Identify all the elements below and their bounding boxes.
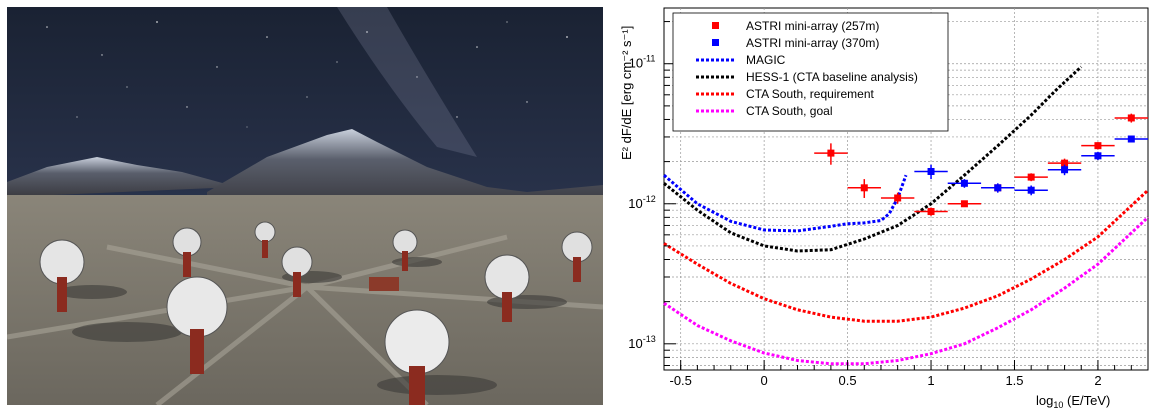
data-point	[947, 179, 982, 188]
x-tick-label: 2	[1094, 373, 1101, 388]
x-tick-label: 1	[927, 373, 934, 388]
data-point	[947, 200, 982, 208]
legend-label: ASTRI mini-array (370m)	[746, 36, 879, 50]
telescope-array-photo	[7, 7, 603, 405]
data-point	[1114, 113, 1148, 123]
curve-magic	[663, 174, 908, 233]
data-point	[1014, 185, 1048, 196]
x-tick-label: -0.5	[669, 373, 691, 388]
data-point	[914, 207, 948, 216]
legend-label: HESS-1 (CTA baseline analysis)	[746, 70, 918, 84]
legend-label: CTA South, requirement	[746, 87, 875, 101]
data-point	[981, 183, 1015, 193]
data-point	[1047, 164, 1082, 176]
legend-label: MAGIC	[746, 53, 786, 67]
legend-label: ASTRI mini-array (257m)	[746, 19, 879, 33]
data-points	[814, 113, 1148, 216]
legend-marker	[712, 22, 719, 29]
x-axis-ticks: -0.5 0 0.5 1 1.5 2	[663, 360, 1132, 388]
legend-label: CTA South, goal	[746, 104, 833, 118]
y-tick-label: 10-11	[629, 54, 656, 71]
x-tick-label: 0	[761, 373, 768, 388]
y-axis-ticks: 10-13 10-12 10-11	[628, 21, 676, 366]
x-tick-label: 1.5	[1005, 373, 1023, 388]
legend: ASTRI mini-array (257m) ASTRI mini-array …	[672, 12, 949, 132]
data-point	[1114, 135, 1148, 143]
y-tick-label: 10-12	[628, 194, 655, 211]
data-point	[1081, 142, 1115, 150]
legend-marker	[712, 39, 719, 46]
data-point	[914, 164, 948, 180]
data-point	[814, 143, 848, 165]
y-axis-label: E² dF/dE [erg cm⁻² s⁻¹]	[619, 26, 634, 160]
data-point	[847, 179, 881, 198]
data-point	[880, 192, 915, 204]
sensitivity-curves	[663, 65, 1150, 366]
data-point	[1081, 151, 1115, 161]
y-tick-label: 10-13	[628, 334, 655, 351]
sed-chart: -0.5 0 0.5 1 1.5 2 10-13 10-12 10-11 ASTRI mini…	[619, 7, 1150, 410]
data-point	[1014, 173, 1048, 182]
x-axis-label: log10 (E/TeV)	[1036, 393, 1110, 410]
curve-cta-south-goal	[663, 216, 1150, 366]
curve-cta-south-requirement	[663, 189, 1150, 323]
x-tick-label: 0.5	[839, 373, 857, 388]
